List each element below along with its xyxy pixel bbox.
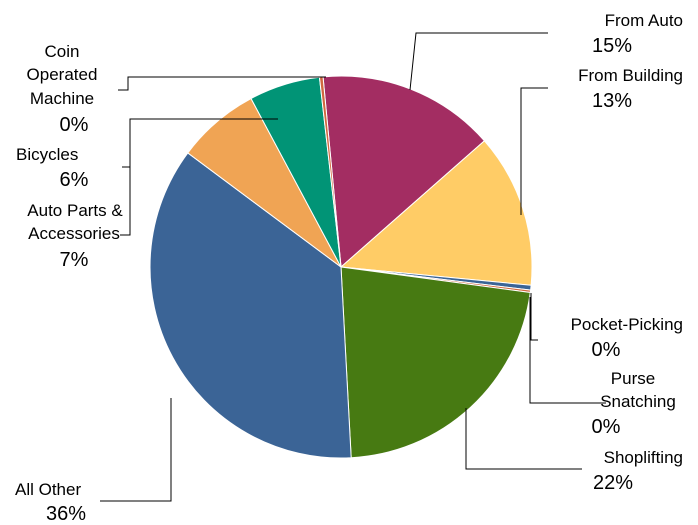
- pct-from-building: 13%: [592, 90, 632, 112]
- slice-shoplifting: [341, 267, 530, 458]
- pct-coin-operated: 0%: [60, 114, 89, 136]
- leader-shoplifting: [466, 408, 582, 469]
- pct-pocket-picking: 0%: [592, 339, 621, 361]
- label-purse-snatching-1: Purse: [611, 369, 655, 388]
- leader-pocket-picking: [531, 293, 538, 340]
- pct-auto-parts: 7%: [60, 249, 89, 271]
- pct-bicycles: 6%: [60, 169, 89, 191]
- label-bicycles: Bicycles: [16, 145, 78, 164]
- label-coin-operated-3: Machine: [30, 89, 94, 108]
- pie-slices: [150, 76, 532, 458]
- label-all-other: All Other: [15, 480, 81, 499]
- label-from-auto: From Auto: [605, 11, 683, 30]
- label-coin-operated-1: Coin: [45, 42, 80, 61]
- label-coin-operated-2: Operated: [27, 65, 98, 84]
- label-shoplifting: Shoplifting: [604, 448, 683, 467]
- label-auto-parts-2: Accessories: [28, 224, 120, 243]
- pct-shoplifting: 22%: [593, 472, 633, 494]
- pct-purse-snatching: 0%: [592, 416, 621, 438]
- leader-from-auto: [410, 33, 548, 90]
- leader-from-building: [521, 88, 548, 215]
- label-auto-parts-1: Auto Parts &: [27, 201, 123, 220]
- pct-from-auto: 15%: [592, 35, 632, 57]
- pct-all-other: 36%: [46, 503, 86, 525]
- leader-all-other: [100, 398, 171, 501]
- label-from-building: From Building: [578, 66, 683, 85]
- label-pocket-picking: Pocket-Picking: [571, 315, 683, 334]
- label-purse-snatching-2: Snatching: [600, 392, 676, 411]
